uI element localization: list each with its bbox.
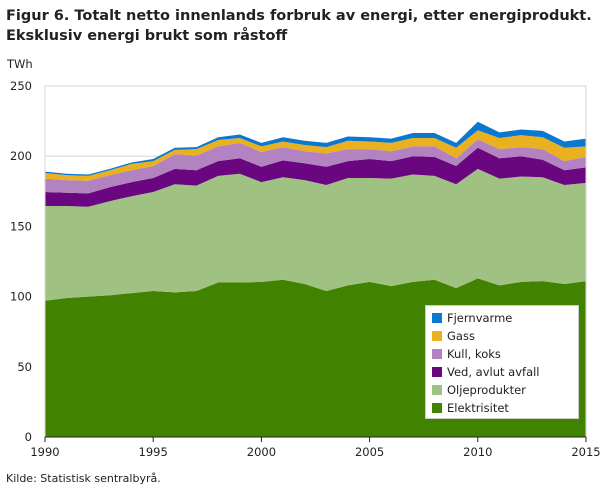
- y-tick-label: 200: [10, 149, 32, 163]
- y-axis-label: TWh: [7, 57, 33, 71]
- legend-swatch: [432, 331, 442, 341]
- legend-swatch: [432, 349, 442, 359]
- legend-item: Oljeprodukter: [432, 381, 572, 399]
- legend-item: Gass: [432, 327, 572, 345]
- x-tick-label: 1995: [139, 445, 168, 459]
- x-tick-label: 2005: [355, 445, 384, 459]
- area-kull-koks: [45, 139, 586, 194]
- legend-label: Kull, koks: [447, 347, 501, 361]
- legend-item: Fjernvarme: [432, 309, 572, 327]
- area-oljeprodukter: [45, 168, 586, 301]
- x-tick-label: 2000: [247, 445, 276, 459]
- area-ved-avlut-avfall: [45, 147, 586, 207]
- legend-item: Elektrisitet: [432, 399, 572, 417]
- area-gass: [45, 130, 586, 181]
- chart-title: Figur 6. Totalt netto innenlands forbruk…: [6, 8, 592, 44]
- legend-swatch: [432, 385, 442, 395]
- x-tick-label: 2010: [463, 445, 492, 459]
- x-tick-label: 2015: [571, 445, 600, 459]
- y-tick-label: 250: [10, 79, 32, 93]
- legend-swatch: [432, 403, 442, 413]
- legend-label: Ved, avlut avfall: [447, 365, 540, 379]
- legend-item: Ved, avlut avfall: [432, 363, 572, 381]
- y-tick-label: 150: [10, 219, 32, 233]
- legend: Fjernvarme Gass Kull, koks Ved, avlut avfal…: [425, 305, 579, 419]
- y-tick-label: 0: [25, 430, 32, 444]
- legend-swatch: [432, 313, 442, 323]
- legend-label: Elektrisitet: [447, 401, 509, 415]
- source-note: Kilde: Statistisk sentralbyrå.: [6, 472, 161, 485]
- legend-label: Fjernvarme: [447, 311, 513, 325]
- x-tick-label: 1990: [30, 445, 59, 459]
- y-tick-label: 50: [17, 360, 32, 374]
- legend-label: Oljeprodukter: [447, 383, 526, 397]
- y-tick-label: 100: [10, 290, 32, 304]
- legend-swatch: [432, 367, 442, 377]
- legend-item: Kull, koks: [432, 345, 572, 363]
- legend-label: Gass: [447, 329, 475, 343]
